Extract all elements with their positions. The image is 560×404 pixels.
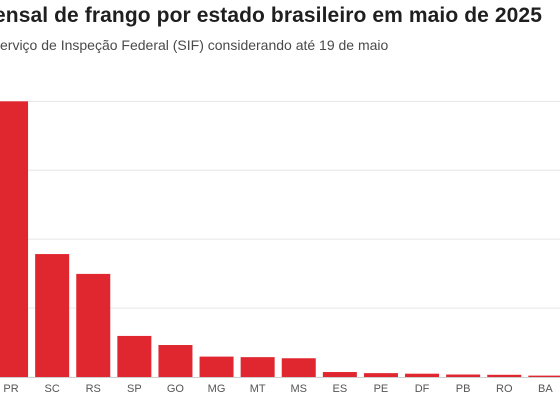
x-tick-label-go: GO: [167, 383, 185, 395]
bar-es: [322, 372, 357, 377]
x-tick-label-df: DF: [415, 383, 430, 395]
bar-pe: [363, 373, 398, 377]
bar-sc: [35, 254, 70, 377]
x-tick-label-ro: RO: [496, 383, 513, 395]
x-tick-label-ms: MS: [291, 383, 308, 395]
chart-subtitle: erviço de Inspeção Federal (SIF) conside…: [0, 37, 389, 53]
x-tick-label-ba: BA: [538, 383, 553, 395]
x-tick-label-mt: MT: [250, 383, 266, 395]
x-tick-label-pe: PE: [374, 383, 389, 395]
bar-ms: [281, 358, 316, 377]
x-tick-label-sc: SC: [45, 383, 60, 395]
x-tick-label-pb: PB: [456, 383, 471, 395]
x-tick-label-pr: PR: [3, 383, 18, 395]
bar-ba: [528, 375, 560, 377]
bar-pr: [0, 101, 29, 377]
bar-mt: [240, 357, 275, 377]
bar-pb: [446, 374, 481, 377]
x-axis-labels: PR SC RS SP GO MG MT MS ES PE DF PB RO BA: [3, 383, 553, 395]
x-tick-label-rs: RS: [86, 383, 101, 395]
bar-sp: [117, 335, 152, 377]
bar-rs: [76, 273, 111, 377]
bar-go: [158, 345, 193, 377]
chart-title: ensal de frango por estado brasileiro em…: [0, 4, 542, 27]
x-tick-label-mg: MG: [208, 383, 226, 395]
bars: [0, 101, 560, 377]
bar-df: [405, 373, 440, 377]
x-tick-label-es: ES: [333, 383, 348, 395]
grid-lines: [0, 100, 560, 378]
bar-mg: [199, 356, 234, 377]
bar-ro: [487, 374, 522, 377]
x-tick-label-sp: SP: [127, 383, 142, 395]
